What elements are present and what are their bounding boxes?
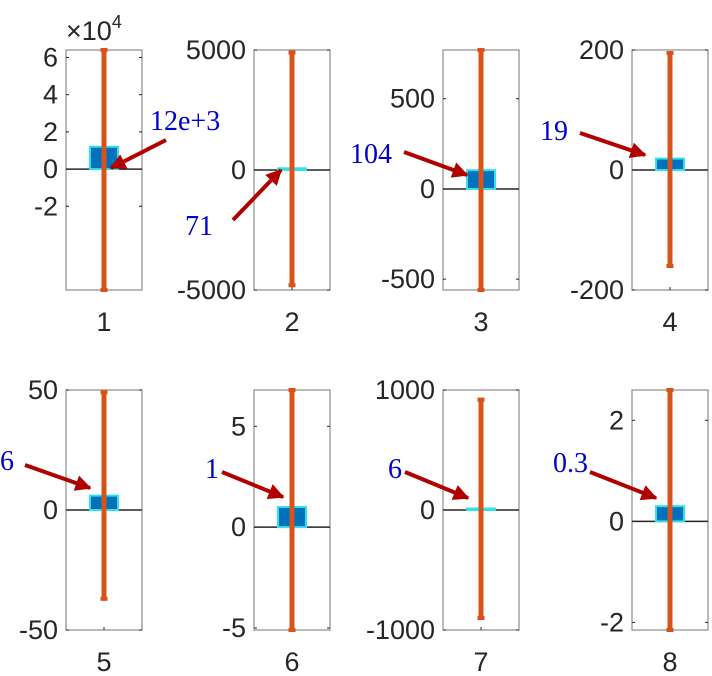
y-tick-label: 0	[43, 154, 58, 184]
y-tick-label: 5	[231, 411, 246, 441]
y-tick-label: 0	[231, 155, 246, 185]
y-tick-label: 0	[420, 174, 435, 204]
y-tick-label: -2	[600, 607, 624, 637]
subplot-8: -2 0 2 8 0.3	[553, 388, 709, 676]
x-tick-label: 2	[284, 307, 299, 337]
y-tick-label: -5	[222, 613, 246, 643]
value-annotation: 0.3	[553, 448, 588, 479]
y-tick-label: 2	[609, 405, 624, 435]
value-annotation: 104	[350, 139, 392, 170]
subplot-2: -5000 0 5000 2 71	[177, 35, 331, 337]
y-tick-label: 0	[43, 495, 58, 525]
y-tick-label: -200	[570, 275, 624, 305]
arrow-icon	[109, 138, 167, 170]
y-tick-label: 500	[390, 84, 435, 114]
x-tick-label: 1	[96, 307, 111, 337]
arrow-icon	[579, 131, 647, 158]
x-tick-label: 8	[662, 647, 677, 676]
arrow-icon	[403, 150, 469, 178]
x-tick-label: 5	[96, 647, 111, 676]
y-tick-label: 0	[231, 512, 246, 542]
y-tick-label: 0	[609, 506, 624, 536]
arrow-icon	[24, 463, 92, 491]
y-tick-label: 0	[609, 155, 624, 185]
arrow-icon	[231, 168, 283, 222]
y-tick-label: 2	[43, 117, 58, 147]
subplot-1: -2 0 2 4 6 1 12e+3 ×104	[34, 12, 220, 337]
value-annotation: 6	[388, 454, 402, 485]
x-tick-label: 6	[284, 647, 299, 676]
subplot-3: -500 0 500 3 104	[350, 48, 520, 337]
y-tick-label: -2	[34, 191, 58, 221]
subplot-7: -1000 0 1000 7 6	[366, 375, 520, 676]
value-annotation: 71	[185, 211, 213, 242]
y-tick-label: 5000	[186, 35, 246, 65]
subplot-6: -5 0 5 6 1	[205, 388, 331, 676]
x-tick-label: 4	[662, 307, 677, 337]
arrow-icon	[404, 470, 470, 500]
value-annotation: 1	[205, 454, 219, 485]
y-tick-label: 200	[579, 35, 624, 65]
arrow-icon	[589, 470, 658, 501]
y-tick-label: 0	[420, 495, 435, 525]
y-tick-label: -500	[381, 264, 435, 294]
y-tick-label: -5000	[177, 275, 246, 305]
y-tick-label: 1000	[375, 375, 435, 405]
exponent-label: ×104	[66, 12, 122, 46]
y-tick-label: 6	[43, 42, 58, 72]
value-annotation: 12e+3	[150, 106, 220, 137]
value-annotation: 6	[0, 446, 14, 477]
x-tick-label: 3	[473, 307, 488, 337]
y-tick-label: 50	[28, 375, 58, 405]
subplot-5: -50 0 50 5 6	[0, 375, 143, 676]
y-tick-label: -50	[19, 615, 58, 645]
value-annotation: 19	[540, 116, 568, 147]
subplot-4: -200 0 200 4 19	[540, 35, 709, 337]
arrow-icon	[221, 470, 285, 499]
x-tick-label: 7	[473, 647, 488, 676]
y-tick-label: -1000	[366, 615, 435, 645]
y-tick-label: 4	[43, 80, 58, 110]
